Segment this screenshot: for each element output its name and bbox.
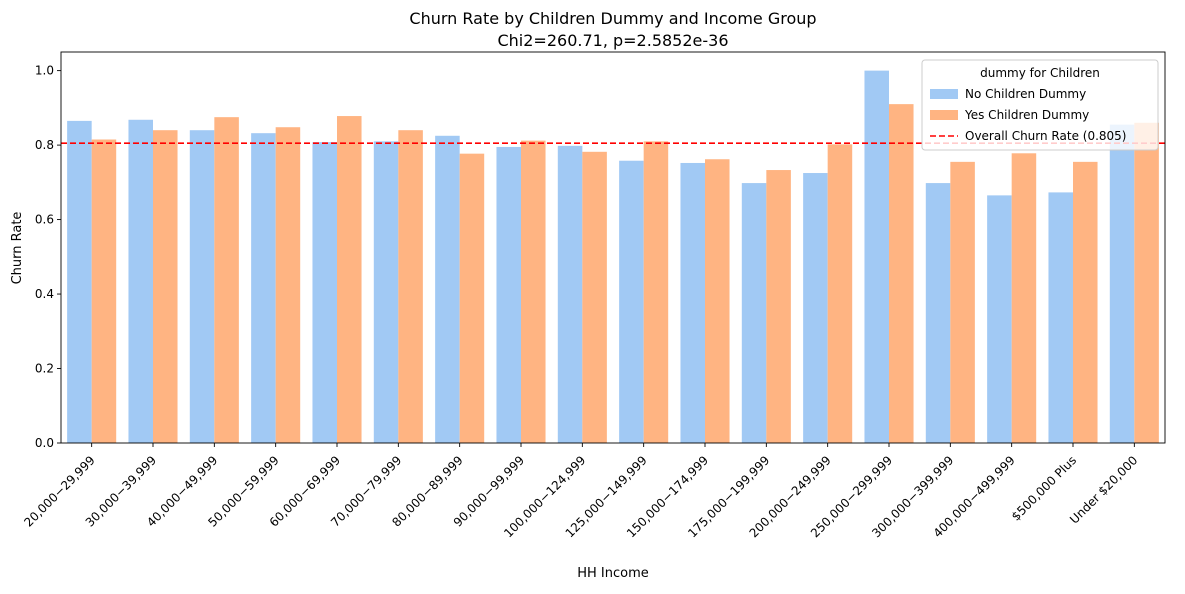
bar-yes-children-17 — [1134, 122, 1159, 443]
legend-label-1: Yes Children Dummy — [964, 108, 1089, 122]
bar-yes-children-13 — [889, 104, 914, 443]
bar-yes-children-16 — [1073, 161, 1098, 443]
bar-yes-children-9 — [643, 141, 669, 443]
bar-yes-children-2 — [214, 117, 239, 444]
bar-no-children-17 — [1109, 124, 1135, 443]
bar-no-children-0 — [67, 120, 92, 443]
chart-subtitle: Chi2=260.71, p=2.5852e-36 — [497, 31, 728, 50]
y-axis-label: Churn Rate — [10, 212, 25, 285]
bar-yes-children-4 — [337, 116, 362, 443]
bar-no-children-11 — [741, 183, 767, 443]
bars-layer — [67, 70, 1159, 444]
bar-no-children-7 — [496, 146, 521, 443]
bar-yes-children-7 — [521, 140, 546, 444]
bar-no-children-10 — [680, 162, 705, 443]
bar-yes-children-6 — [459, 153, 485, 443]
bar-yes-children-3 — [275, 127, 301, 444]
bar-yes-children-10 — [705, 159, 730, 443]
bar-yes-children-14 — [950, 161, 975, 443]
y-tick-label-0: 0.0 — [35, 436, 54, 450]
bar-no-children-12 — [803, 173, 828, 443]
chart-title: Churn Rate by Children Dummy and Income … — [409, 9, 816, 28]
bar-no-children-13 — [864, 70, 889, 443]
bar-yes-children-1 — [153, 130, 178, 443]
bar-no-children-3 — [251, 133, 276, 443]
y-tick-label-5: 1.0 — [35, 64, 54, 78]
plot-frame — [60, 51, 1166, 444]
bar-yes-children-12 — [827, 144, 853, 444]
legend-swatch-0 — [930, 89, 958, 99]
legend-label-reference: Overall Churn Rate (0.805) — [965, 129, 1126, 143]
bar-no-children-2 — [189, 130, 215, 443]
x-tick-label-17: Under $20,000 — [1067, 453, 1140, 526]
x-tick-label-16: $500,000 Plus — [1009, 453, 1079, 523]
legend-title: dummy for Children — [980, 66, 1100, 80]
legend-label-0: No Children Dummy — [965, 87, 1086, 101]
bar-yes-children-8 — [582, 151, 607, 443]
y-tick-label-3: 0.6 — [35, 213, 54, 227]
bar-no-children-16 — [1048, 192, 1073, 443]
bar-yes-children-15 — [1011, 153, 1037, 444]
bar-yes-children-0 — [91, 139, 117, 443]
bar-no-children-9 — [619, 160, 644, 444]
bar-no-children-5 — [373, 141, 399, 443]
y-tick-label-4: 0.8 — [35, 138, 54, 152]
bar-no-children-8 — [557, 145, 583, 443]
bar-no-children-4 — [312, 142, 337, 443]
bar-yes-children-11 — [766, 170, 791, 443]
y-tick-label-2: 0.4 — [35, 287, 54, 301]
legend-box — [921, 59, 1159, 151]
y-tick-label-1: 0.2 — [35, 362, 54, 376]
bar-yes-children-5 — [398, 130, 423, 443]
legend: dummy for Children No Children Dummy Yes C… — [921, 59, 1159, 151]
legend-swatch-1 — [930, 110, 958, 120]
bar-no-children-1 — [128, 119, 153, 444]
bar-no-children-6 — [435, 135, 460, 444]
bar-no-children-15 — [987, 195, 1012, 443]
bar-no-children-14 — [925, 183, 951, 443]
x-axis-label: HH Income — [577, 566, 649, 581]
